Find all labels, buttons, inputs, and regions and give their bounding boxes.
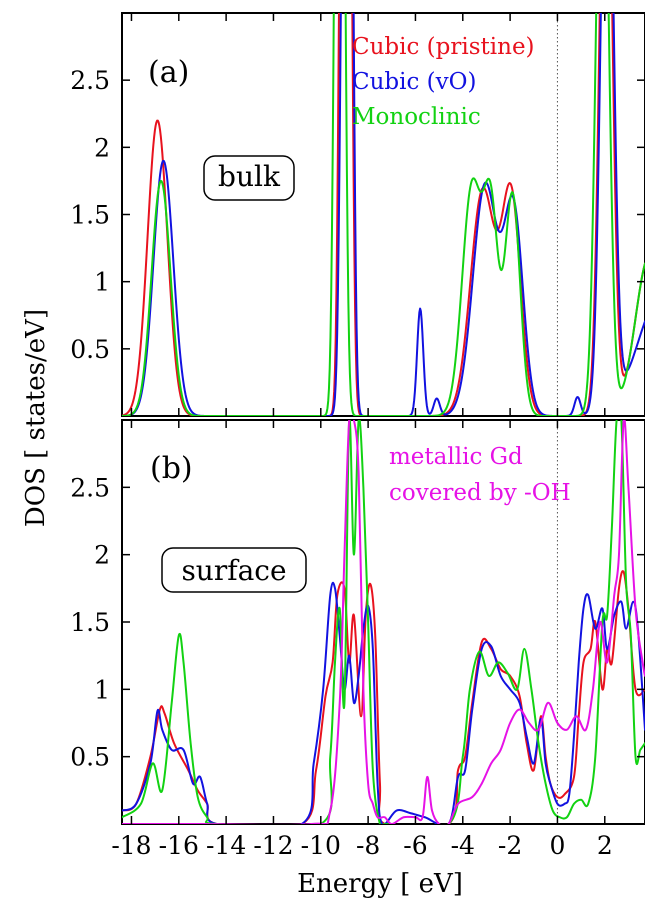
bulk-label: bulk [218, 160, 281, 193]
panel-b-label: (b) [150, 451, 193, 486]
y-tick-label-a: 0.5 [70, 335, 110, 364]
y-tick-label-a: 2 [94, 133, 110, 162]
x-tick-label: -6 [403, 831, 427, 860]
surface-label: surface [181, 554, 286, 587]
panel-a-label: (a) [148, 55, 189, 90]
y-tick-label-a: 1.5 [70, 201, 110, 230]
legend-a: Cubic (pristine) Cubic (vO) Monoclinic [352, 34, 535, 130]
y-axis-title: DOS [ states/eV] [21, 309, 51, 527]
x-axis-title: Energy [ eV] [297, 869, 463, 899]
y-tick-label-b: 1 [94, 675, 110, 704]
bulk-label-box [203, 155, 295, 201]
x-tick-label: 2 [597, 831, 613, 860]
panel-b: 0.5 1 1.5 2 2.5 -18 -16 -14 -12 -10 -8 -6 -4 -2 0 2 (b… [70, 419, 645, 860]
series-line-b-cubic-pristine [122, 570, 645, 824]
y-tick-label-a: 1 [94, 268, 110, 297]
x-tick-label: -4 [451, 831, 475, 860]
surface-label-box [161, 547, 307, 593]
x-tick-label: -16 [159, 831, 199, 860]
x-tick-label: -18 [111, 831, 151, 860]
y-tick-label-b: 2.5 [70, 473, 110, 502]
y-tick-label-a: 2.5 [70, 66, 110, 95]
series-line-b-metallic-gd-covered-by-oh [122, 420, 645, 824]
legend-item-metallic-gd-line2: covered by -OH [389, 480, 571, 506]
x-tick-label: -14 [206, 831, 246, 860]
panel-a: 0.5 1 1.5 2 2.5 (a) bulk Cubic (pristine) Cu… [70, 12, 645, 417]
legend-item-monoclinic: Monoclinic [352, 104, 481, 130]
y-tick-label-b: 0.5 [70, 743, 110, 772]
series-line-a-cubic-pristine [122, 13, 645, 416]
x-tick-label: -2 [498, 831, 522, 860]
y-tick-label-b: 2 [94, 541, 110, 570]
legend-item-cubic-pristine: Cubic (pristine) [352, 34, 535, 60]
x-tick-label: -12 [253, 831, 293, 860]
legend-item-metallic-gd-line1: metallic Gd [389, 444, 523, 470]
x-tick-label: 0 [549, 831, 565, 860]
series-line-a-cubic-vo [122, 13, 645, 416]
x-tick-label: -8 [356, 831, 380, 860]
x-tick-label: -10 [301, 831, 341, 860]
series-line-b-monoclinic [122, 420, 645, 824]
series-line-a-monoclinic [122, 13, 645, 416]
y-tick-label-b: 1.5 [70, 608, 110, 637]
legend-item-cubic-vo: Cubic (vO) [352, 69, 476, 95]
